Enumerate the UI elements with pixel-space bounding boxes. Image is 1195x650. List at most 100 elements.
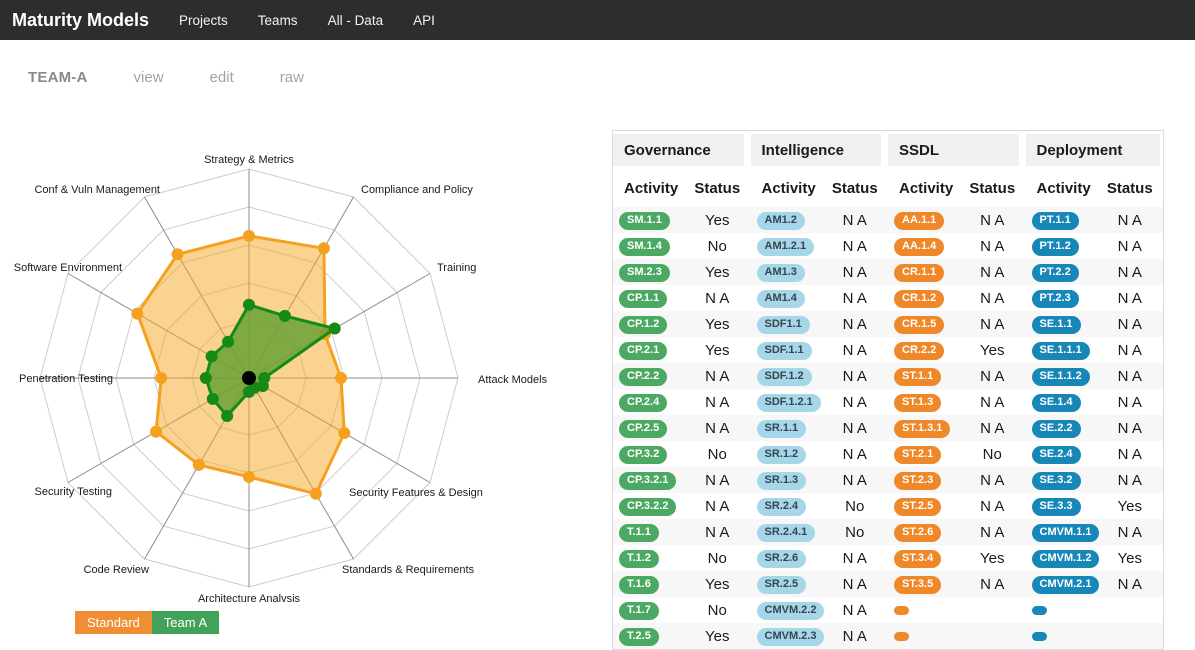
series-team-a-point[interactable] xyxy=(205,350,218,363)
nav-projects[interactable]: Projects xyxy=(179,12,228,28)
activity-cell: T.1.2 xyxy=(613,548,684,568)
series-team-a-point[interactable] xyxy=(243,385,255,398)
activity-cell: SR.2.5 xyxy=(751,574,822,594)
status-text: N A xyxy=(842,263,867,281)
series-team-a-point[interactable] xyxy=(221,410,234,422)
series-standard-point[interactable] xyxy=(317,242,330,255)
series-standard-point[interactable] xyxy=(338,427,351,439)
status-text: N A xyxy=(980,289,1005,307)
status-text: N A xyxy=(980,523,1005,541)
series-standard-point[interactable] xyxy=(243,470,255,483)
series-standard-point[interactable] xyxy=(335,372,347,384)
top-navbar: Maturity Models Projects Teams All - Dat… xyxy=(0,0,1195,40)
status-text: N A xyxy=(980,315,1005,333)
activity-badge: T.1.1 xyxy=(619,524,659,542)
status-text: Yes xyxy=(1117,497,1142,515)
activity-cell: SE.1.1.1 xyxy=(1026,340,1097,360)
status-text: N A xyxy=(705,523,730,541)
activity-badge: SE.2.4 xyxy=(1031,446,1081,464)
activity-badge: AM1.2.1 xyxy=(756,238,815,256)
activity-badge: SM.1.4 xyxy=(619,238,670,256)
status-text: Yes xyxy=(705,341,730,359)
status-text: N A xyxy=(980,367,1005,385)
activity-badge: CMVM.2.2 xyxy=(756,602,825,620)
series-team-a-point[interactable] xyxy=(199,372,212,384)
status-text: Yes xyxy=(980,341,1005,359)
legend-standard[interactable]: Standard xyxy=(75,611,152,634)
activity-cell: AA.1.1 xyxy=(888,210,959,230)
status-text: N A xyxy=(1117,445,1142,463)
activity-cell: ST.3.5 xyxy=(888,574,959,594)
radar-axis-label: Standards & Requirements xyxy=(342,564,475,576)
activity-cell: CR.1.5 xyxy=(888,314,959,334)
nav-teams[interactable]: Teams xyxy=(257,12,298,28)
activity-badge: CMVM.2.1 xyxy=(1031,576,1100,594)
column-header-status: Status xyxy=(694,179,741,197)
table-body: SM.1.1 Yes AM1.2 N A AA.1.1 N A PT.1.1 N A SM.1.… xyxy=(613,207,1163,649)
radar-axis-label: Security Features & Design xyxy=(349,487,483,499)
column-header-activity: Activity xyxy=(761,179,816,197)
activity-cell: CP.3.2.1 xyxy=(613,470,684,490)
activity-badge: PT.2.3 xyxy=(1031,290,1079,308)
series-standard-point[interactable] xyxy=(243,229,255,242)
series-standard-point[interactable] xyxy=(309,487,322,500)
legend-team-a[interactable]: Team A xyxy=(151,611,220,634)
activity-badge: CR.1.5 xyxy=(894,316,945,334)
series-team-a-point[interactable] xyxy=(278,309,291,322)
activity-cell: CMVM.2.2 xyxy=(751,600,825,620)
tab-raw[interactable]: raw xyxy=(279,68,304,86)
activity-badge: SDF.1.2.1 xyxy=(756,394,821,412)
nav-api[interactable]: API xyxy=(413,12,435,28)
activity-cell: SR.2.4.1 xyxy=(751,522,822,542)
activity-badge: SR.2.4 xyxy=(756,498,807,516)
table-row: CP.2.5 N A SR.1.1 N A ST.1.3.1 N A SE.2.2 N A xyxy=(613,415,1163,441)
app-brand[interactable]: Maturity Models xyxy=(12,9,150,30)
activity-cell xyxy=(1026,602,1097,619)
activity-badge xyxy=(894,605,909,615)
activity-cell: ST.3.4 xyxy=(888,548,959,568)
activity-badge: AA.1.4 xyxy=(894,238,945,256)
status-text: N A xyxy=(1117,289,1142,307)
tab-edit[interactable]: edit xyxy=(209,68,234,86)
activity-cell xyxy=(888,602,959,619)
status-text: N A xyxy=(842,367,867,385)
table-row: CP.2.4 N A SDF.1.2.1 N A ST.1.3 N A SE.1.4 N A xyxy=(613,389,1163,415)
status-text: N A xyxy=(705,367,730,385)
activity-cell xyxy=(1026,628,1097,645)
table-row: CP.2.1 Yes SDF.1.1 N A CR.2.2 Yes SE.1.1.1 N A xyxy=(613,337,1163,363)
series-team-a-point[interactable] xyxy=(243,298,255,311)
activity-cell: SDF.1.2.1 xyxy=(751,392,822,412)
activity-badge: AM1.4 xyxy=(756,290,805,308)
group-header-governance: Governance xyxy=(613,134,744,166)
series-team-a-point[interactable] xyxy=(328,322,341,335)
series-team-a-point[interactable] xyxy=(222,335,235,348)
activity-cell: T.1.7 xyxy=(613,600,684,620)
activity-cell: SM.1.1 xyxy=(613,210,684,230)
activity-badge: SE.3.2 xyxy=(1031,472,1081,490)
activity-cell: PT.2.3 xyxy=(1026,288,1097,308)
activity-cell: SE.3.2 xyxy=(1026,470,1097,490)
status-text: N A xyxy=(842,315,867,333)
activity-cell: PT.1.2 xyxy=(1026,236,1097,256)
column-header-status: Status xyxy=(1106,179,1153,197)
series-standard-point[interactable] xyxy=(192,458,205,471)
tab-view[interactable]: view xyxy=(133,68,164,86)
status-text: N A xyxy=(980,237,1005,255)
activity-cell: SDF.1.2 xyxy=(751,366,822,386)
radar-axis-label: Security Testing xyxy=(35,486,112,498)
series-standard-point[interactable] xyxy=(171,248,184,261)
status-text: N A xyxy=(1117,341,1142,359)
table-row: SM.2.3 Yes AM1.3 N A CR.1.1 N A PT.2.2 N A xyxy=(613,259,1163,285)
activity-badge: ST.2.5 xyxy=(894,498,942,516)
status-text: N A xyxy=(980,575,1005,593)
activity-cell: T.2.5 xyxy=(613,626,684,646)
nav-all-data[interactable]: All - Data xyxy=(327,12,384,28)
series-standard-point[interactable] xyxy=(155,372,168,384)
activity-badge: CR.2.2 xyxy=(894,342,945,360)
series-standard-point[interactable] xyxy=(150,425,163,438)
series-team-a-point[interactable] xyxy=(206,392,219,405)
activity-badge: SM.2.3 xyxy=(619,264,670,282)
status-text: No xyxy=(845,523,865,541)
series-standard-point[interactable] xyxy=(131,307,144,320)
activity-cell: SR.1.2 xyxy=(751,444,822,464)
